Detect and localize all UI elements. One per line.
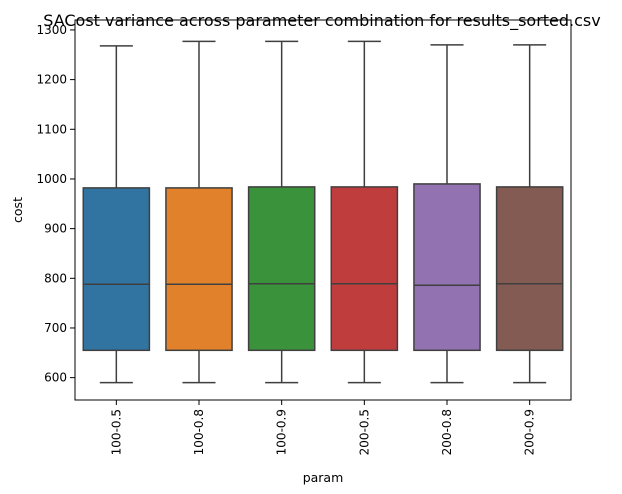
box-100-0.5 (82, 45, 151, 384)
x-tick-label: 100-0.8 (192, 409, 206, 455)
y-tick-label: 600 (44, 371, 67, 385)
boxes-group (82, 40, 564, 384)
y-axis: 600 700 800 900 1000 1100 1200 1300 (36, 23, 75, 385)
x-tick-label: 200-0.5 (357, 409, 371, 455)
x-tick-label: 100-0.5 (109, 409, 123, 455)
plot-frame (74, 19, 572, 401)
box-100-0.8 (165, 40, 233, 384)
iqr-box (165, 187, 233, 352)
y-tick-label: 900 (44, 222, 67, 236)
iqr-box (82, 187, 151, 352)
y-tick-label: 1300 (36, 23, 67, 37)
y-tick-label: 800 (44, 271, 67, 285)
iqr-box (247, 186, 316, 352)
y-axis-label: cost (10, 197, 25, 223)
y-tick-label: 700 (44, 321, 67, 335)
iqr-box (495, 186, 564, 352)
iqr-box (413, 183, 481, 352)
box-200-0.5 (330, 40, 399, 384)
chart-title: SACost variance across parameter combina… (43, 11, 600, 31)
y-tick-label: 1100 (36, 122, 67, 136)
y-tick-label: 1000 (36, 172, 67, 186)
box-200-0.9 (495, 44, 564, 384)
x-axis-label: param (303, 470, 344, 485)
box-200-0.8 (413, 44, 481, 384)
x-tick-label: 200-0.9 (523, 409, 537, 455)
y-tick-label: 1200 (36, 73, 67, 87)
x-axis: 100-0.5 100-0.8 100-0.9 200-0.5 200-0.8 200-0… (109, 400, 537, 455)
x-tick-label: 200-0.8 (440, 409, 454, 455)
box-100-0.9 (247, 40, 316, 384)
iqr-box (330, 186, 399, 352)
x-tick-label: 100-0.9 (275, 409, 289, 455)
